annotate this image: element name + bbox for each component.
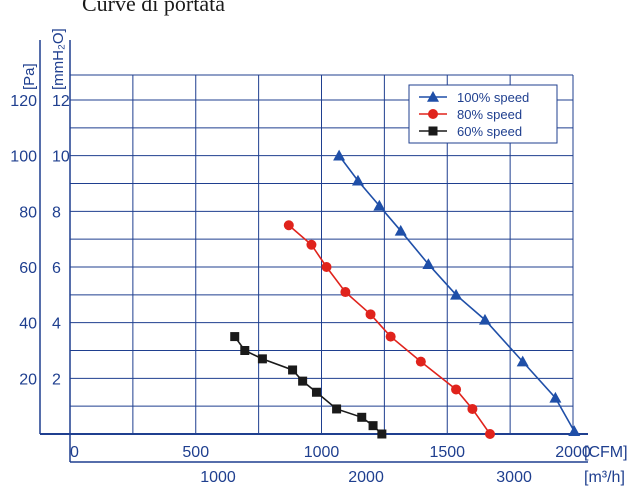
data-point — [368, 421, 378, 431]
data-point — [333, 149, 346, 161]
y-tick-label-mmh2o: 4 — [52, 316, 61, 333]
y-tick-label-mmh2o: 10 — [52, 149, 70, 166]
data-point — [385, 331, 396, 342]
series-1 — [283, 220, 496, 439]
y-tick-label-pa: 80 — [19, 204, 37, 221]
y-tick-label-mmh2o: 12 — [52, 93, 70, 110]
legend-entry: 100% speed — [457, 90, 529, 105]
x-tick-label-cfm: 500 — [182, 444, 209, 461]
series-line — [288, 224, 491, 435]
axes — [39, 40, 588, 463]
x-tick-label-cfm: 1500 — [429, 444, 465, 461]
x-tick-label-cfm: 0 — [70, 444, 79, 461]
data-point — [568, 425, 581, 437]
y-tick-label-pa: 20 — [19, 371, 37, 388]
data-point — [394, 224, 407, 236]
legend-marker — [427, 91, 439, 102]
series-0 — [333, 149, 581, 437]
y-tick-label-pa: 100 — [10, 149, 37, 166]
y-axis-label-pa: [Pa] — [21, 63, 38, 90]
data-point — [377, 429, 387, 439]
data-point — [332, 404, 342, 414]
data-point — [240, 346, 250, 355]
x-tick-label-cfm: 1000 — [304, 444, 340, 461]
y-tick-label-mmh2o: 6 — [52, 260, 61, 277]
legend-marker — [428, 126, 438, 136]
data-point — [467, 403, 478, 414]
y-tick-label-mmh2o: 8 — [52, 204, 61, 221]
data-point — [549, 391, 562, 403]
data-point — [321, 262, 332, 272]
x-tick-label-m3h: 1000 — [200, 469, 236, 486]
legend-entry: 80% speed — [457, 107, 522, 122]
series-2 — [230, 332, 387, 439]
x-axis-label-cfm: [CFM] — [584, 444, 628, 461]
legend: 100% speed 80% speed 60% speed — [408, 84, 558, 144]
data-point — [257, 354, 267, 364]
data-point — [351, 174, 364, 186]
data-point — [516, 355, 529, 367]
data-point — [373, 199, 386, 211]
data-point — [365, 309, 376, 320]
series-group — [230, 149, 581, 439]
data-point — [357, 412, 367, 422]
data-point — [415, 356, 426, 367]
x-tick-label-cfm: 2000 — [555, 444, 591, 461]
x-tick-label-m3h: 2000 — [348, 469, 384, 486]
data-point — [311, 387, 321, 397]
x-axis-label-m3h: [m³/h] — [584, 469, 625, 486]
page-title: Curve di portata — [82, 0, 225, 16]
y-axis-label-mmh2o: [mmH₂O] — [50, 28, 67, 90]
x-tick-label-m3h: 3000 — [496, 469, 532, 486]
data-point — [478, 313, 491, 325]
y-tick-label-pa: 60 — [19, 260, 37, 277]
data-point — [306, 239, 317, 250]
data-point — [451, 384, 462, 395]
data-point — [485, 429, 496, 439]
y-tick-label-mmh2o: 2 — [52, 371, 61, 388]
y-tick-label-pa: 120 — [10, 93, 37, 110]
tick-labels: 2 20 4 40 6 60 8 80 10 100 12 120 0 500 1000 1500 2000 10… — [10, 28, 627, 486]
series-line — [234, 336, 383, 435]
legend-entry: 60% speed — [457, 124, 522, 139]
legend-marker — [428, 109, 438, 119]
data-point — [298, 376, 308, 386]
data-point — [288, 365, 298, 375]
series-line — [338, 155, 575, 432]
data-point — [422, 258, 435, 270]
data-point — [230, 332, 240, 342]
y-tick-label-pa: 40 — [19, 316, 37, 333]
data-point — [283, 220, 294, 231]
data-point — [450, 288, 463, 300]
data-point — [340, 287, 351, 298]
